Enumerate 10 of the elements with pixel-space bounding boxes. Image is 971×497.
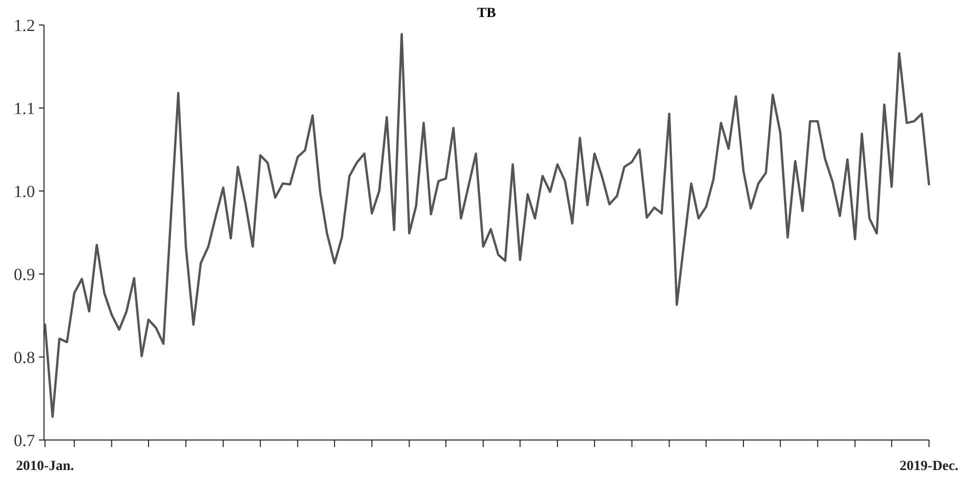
- y-tick-label: 1.2: [14, 16, 35, 35]
- chart-title: TB: [477, 6, 496, 21]
- x-tick-label: 2019-Dec.: [900, 459, 958, 474]
- y-tick-label: 0.8: [14, 348, 35, 367]
- y-tick-label: 1.0: [14, 182, 35, 201]
- y-tick-label: 0.9: [14, 264, 35, 284]
- x-tick-label: 2010-Jan.: [16, 459, 74, 474]
- line-series: [44, 32, 930, 418]
- y-tick-label: 1.1: [14, 98, 35, 118]
- y-tick-label: 0.7: [14, 430, 36, 450]
